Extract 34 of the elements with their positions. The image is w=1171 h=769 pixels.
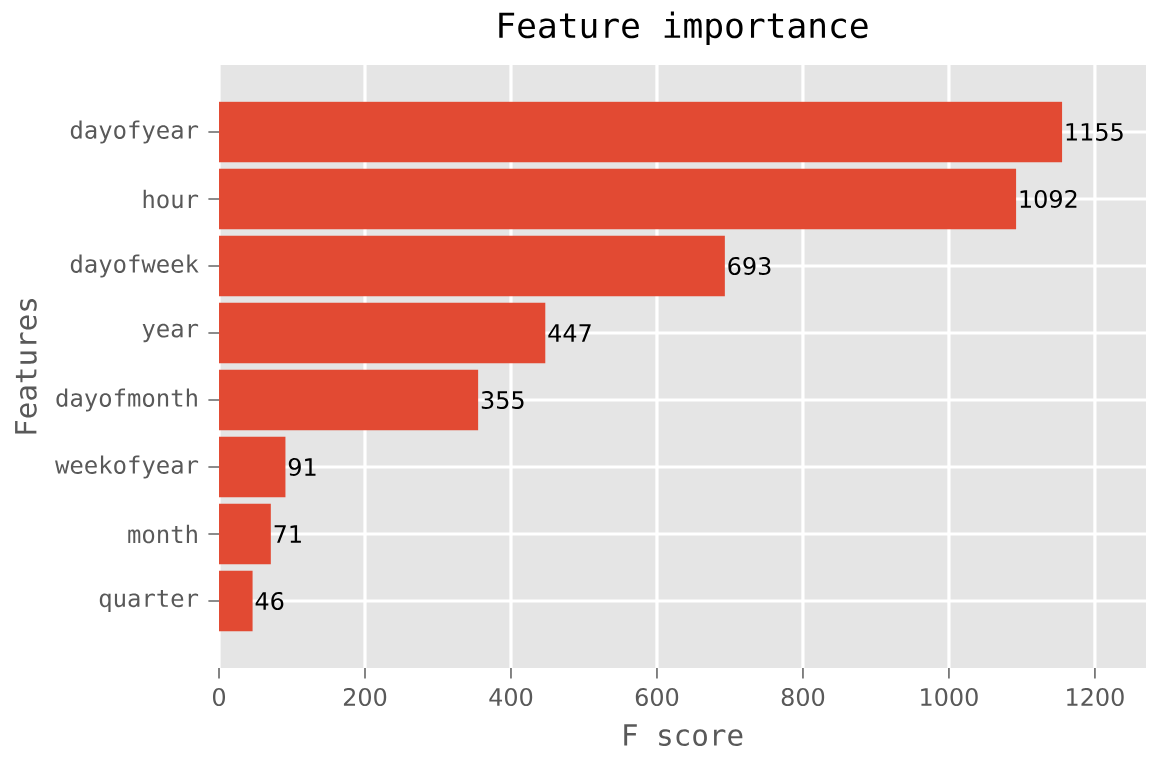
x-tick-label: 1000: [921, 687, 978, 707]
y-tick-label: month: [128, 524, 197, 544]
y-tick-label: hour: [143, 189, 199, 209]
x-tick-label: 1200: [1067, 687, 1124, 707]
x-tick-label: 600: [635, 687, 679, 707]
x-tick-label: 0: [212, 687, 226, 707]
bar: [219, 570, 253, 632]
y-tick-label: year: [142, 323, 199, 343]
y-tick-label: quarter: [99, 590, 199, 612]
data-label: 1155: [1066, 123, 1123, 141]
bar: [219, 369, 479, 431]
bar: [219, 168, 1017, 230]
bar: [219, 235, 725, 297]
y-tick-label: dayofyear: [70, 120, 199, 144]
data-label: 1092: [1020, 189, 1077, 209]
data-label: 71: [274, 525, 301, 543]
data-label: 91: [288, 457, 316, 477]
y-tick-label: dayofweek: [70, 254, 199, 278]
bar: [219, 101, 1063, 163]
x-tick-label: 800: [781, 687, 825, 707]
chart-title: Feature importance: [499, 11, 868, 45]
bar: [219, 503, 271, 565]
data-label: 693: [728, 256, 771, 276]
data-label: 46: [255, 591, 284, 611]
data-label: 447: [548, 324, 591, 342]
bar: [219, 436, 286, 498]
x-tick-label: 200: [343, 687, 387, 707]
x-axis-title: F score: [624, 724, 743, 747]
bar: [219, 302, 546, 364]
x-tick-label: 400: [489, 687, 533, 707]
y-tick-label: dayofmonth: [56, 388, 197, 412]
data-label: 355: [481, 390, 524, 410]
y-axis-title: Features: [15, 299, 37, 434]
y-tick-label: weekofyear: [55, 455, 199, 479]
